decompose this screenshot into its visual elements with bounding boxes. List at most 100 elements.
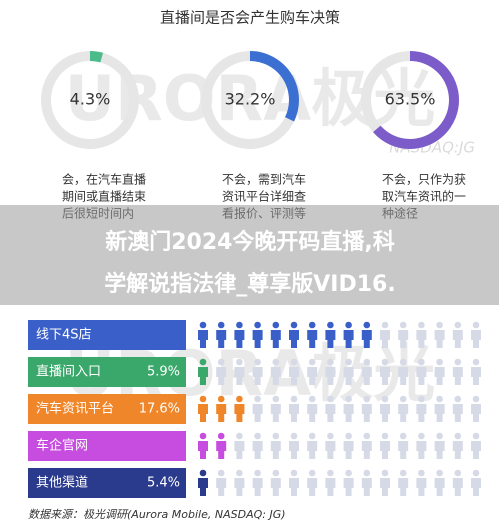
icon-body	[289, 478, 299, 496]
icon-body	[398, 478, 409, 496]
icon-head	[217, 469, 225, 477]
icon-head	[290, 395, 298, 403]
icon-head	[308, 395, 316, 403]
icon-body	[307, 404, 318, 422]
icon-head	[418, 469, 425, 477]
icon-head	[254, 469, 261, 477]
icon-body	[216, 330, 227, 348]
icon-body	[416, 404, 427, 422]
category-label: 直播间入口	[36, 365, 101, 380]
icon-head	[327, 469, 334, 477]
icon-body	[380, 367, 390, 385]
caption: 不会，需到汽车	[222, 172, 306, 187]
icon-head	[290, 358, 298, 366]
icon-head	[254, 395, 261, 403]
icon-body	[361, 367, 372, 385]
icon-head	[363, 432, 371, 440]
icon-body	[416, 478, 427, 496]
icon-head	[254, 432, 261, 440]
icon-head	[272, 432, 280, 440]
icon-body	[471, 441, 481, 459]
icon-body	[325, 367, 336, 385]
icon-head	[345, 469, 352, 477]
icon-body	[434, 404, 445, 422]
donut-arc	[41, 51, 139, 149]
icon-head	[217, 395, 225, 403]
icon-head	[454, 395, 462, 403]
icon-head	[308, 469, 316, 477]
icon-head	[436, 432, 443, 440]
banner-text: 新澳门2024今晚开码直播,科	[105, 229, 395, 255]
category-label: 汽车资讯平台	[36, 401, 114, 417]
icon-head	[418, 432, 425, 440]
icon-body	[452, 367, 463, 385]
icon-head	[418, 358, 425, 366]
icon-body	[289, 330, 299, 348]
icon-head	[345, 395, 352, 403]
icon-head	[327, 432, 334, 440]
icon-head	[381, 358, 389, 366]
category-label: 其他渠道	[36, 476, 88, 491]
icon-body	[398, 441, 409, 459]
icon-head	[290, 321, 298, 329]
icon-head	[290, 469, 298, 477]
icon-head	[217, 321, 225, 329]
title: 直播间是否会产生购车决策	[160, 9, 340, 27]
icon-body	[361, 441, 372, 459]
icon-head	[436, 358, 443, 366]
icon-head	[381, 469, 389, 477]
icon-head	[399, 358, 407, 366]
category-label: 车企官网	[36, 438, 88, 454]
icon-head	[472, 469, 480, 477]
icon-head	[363, 469, 371, 477]
icon-body	[380, 478, 390, 496]
icon-body	[307, 478, 318, 496]
icon-head	[363, 358, 371, 366]
icon-body	[398, 367, 409, 385]
icon-row	[198, 395, 481, 422]
value-label: 17.6%	[139, 402, 180, 417]
icon-head	[272, 395, 280, 403]
icon-head	[236, 469, 243, 477]
icon-body	[434, 367, 445, 385]
icon-head	[254, 358, 261, 366]
icon-head	[472, 432, 480, 440]
icon-head	[290, 432, 298, 440]
icon-head	[418, 395, 425, 403]
icon-head	[236, 432, 243, 440]
icon-body	[234, 478, 245, 496]
icon-body	[307, 441, 318, 459]
donut-label: 63.5%	[385, 90, 436, 109]
icon-row	[198, 321, 481, 348]
icon-body	[416, 441, 427, 459]
label-box	[28, 394, 186, 424]
icon-body	[234, 404, 245, 422]
icon-body	[434, 441, 445, 459]
value-label: 5.4%	[147, 476, 180, 491]
icon-head	[399, 395, 407, 403]
icon-head	[272, 469, 280, 477]
donut-label: 32.2%	[225, 90, 276, 109]
caption: 取汽车资讯的一	[382, 189, 466, 204]
icon-body	[216, 367, 227, 385]
label-box	[28, 468, 186, 498]
icon-body	[289, 367, 299, 385]
icon-body	[471, 478, 481, 496]
label-box	[28, 320, 186, 350]
icon-head	[436, 321, 443, 329]
icon-head	[236, 321, 243, 329]
icon-head	[399, 432, 407, 440]
icon-head	[327, 321, 334, 329]
icon-head	[472, 358, 480, 366]
icon-body	[270, 404, 281, 422]
icon-head	[327, 358, 334, 366]
icon-body	[361, 478, 372, 496]
icon-body	[452, 478, 463, 496]
icon-body	[252, 367, 263, 385]
icon-body	[289, 441, 299, 459]
icon-head	[217, 432, 225, 440]
icon-head	[454, 469, 462, 477]
icon-head	[308, 321, 316, 329]
icon-head	[345, 358, 352, 366]
